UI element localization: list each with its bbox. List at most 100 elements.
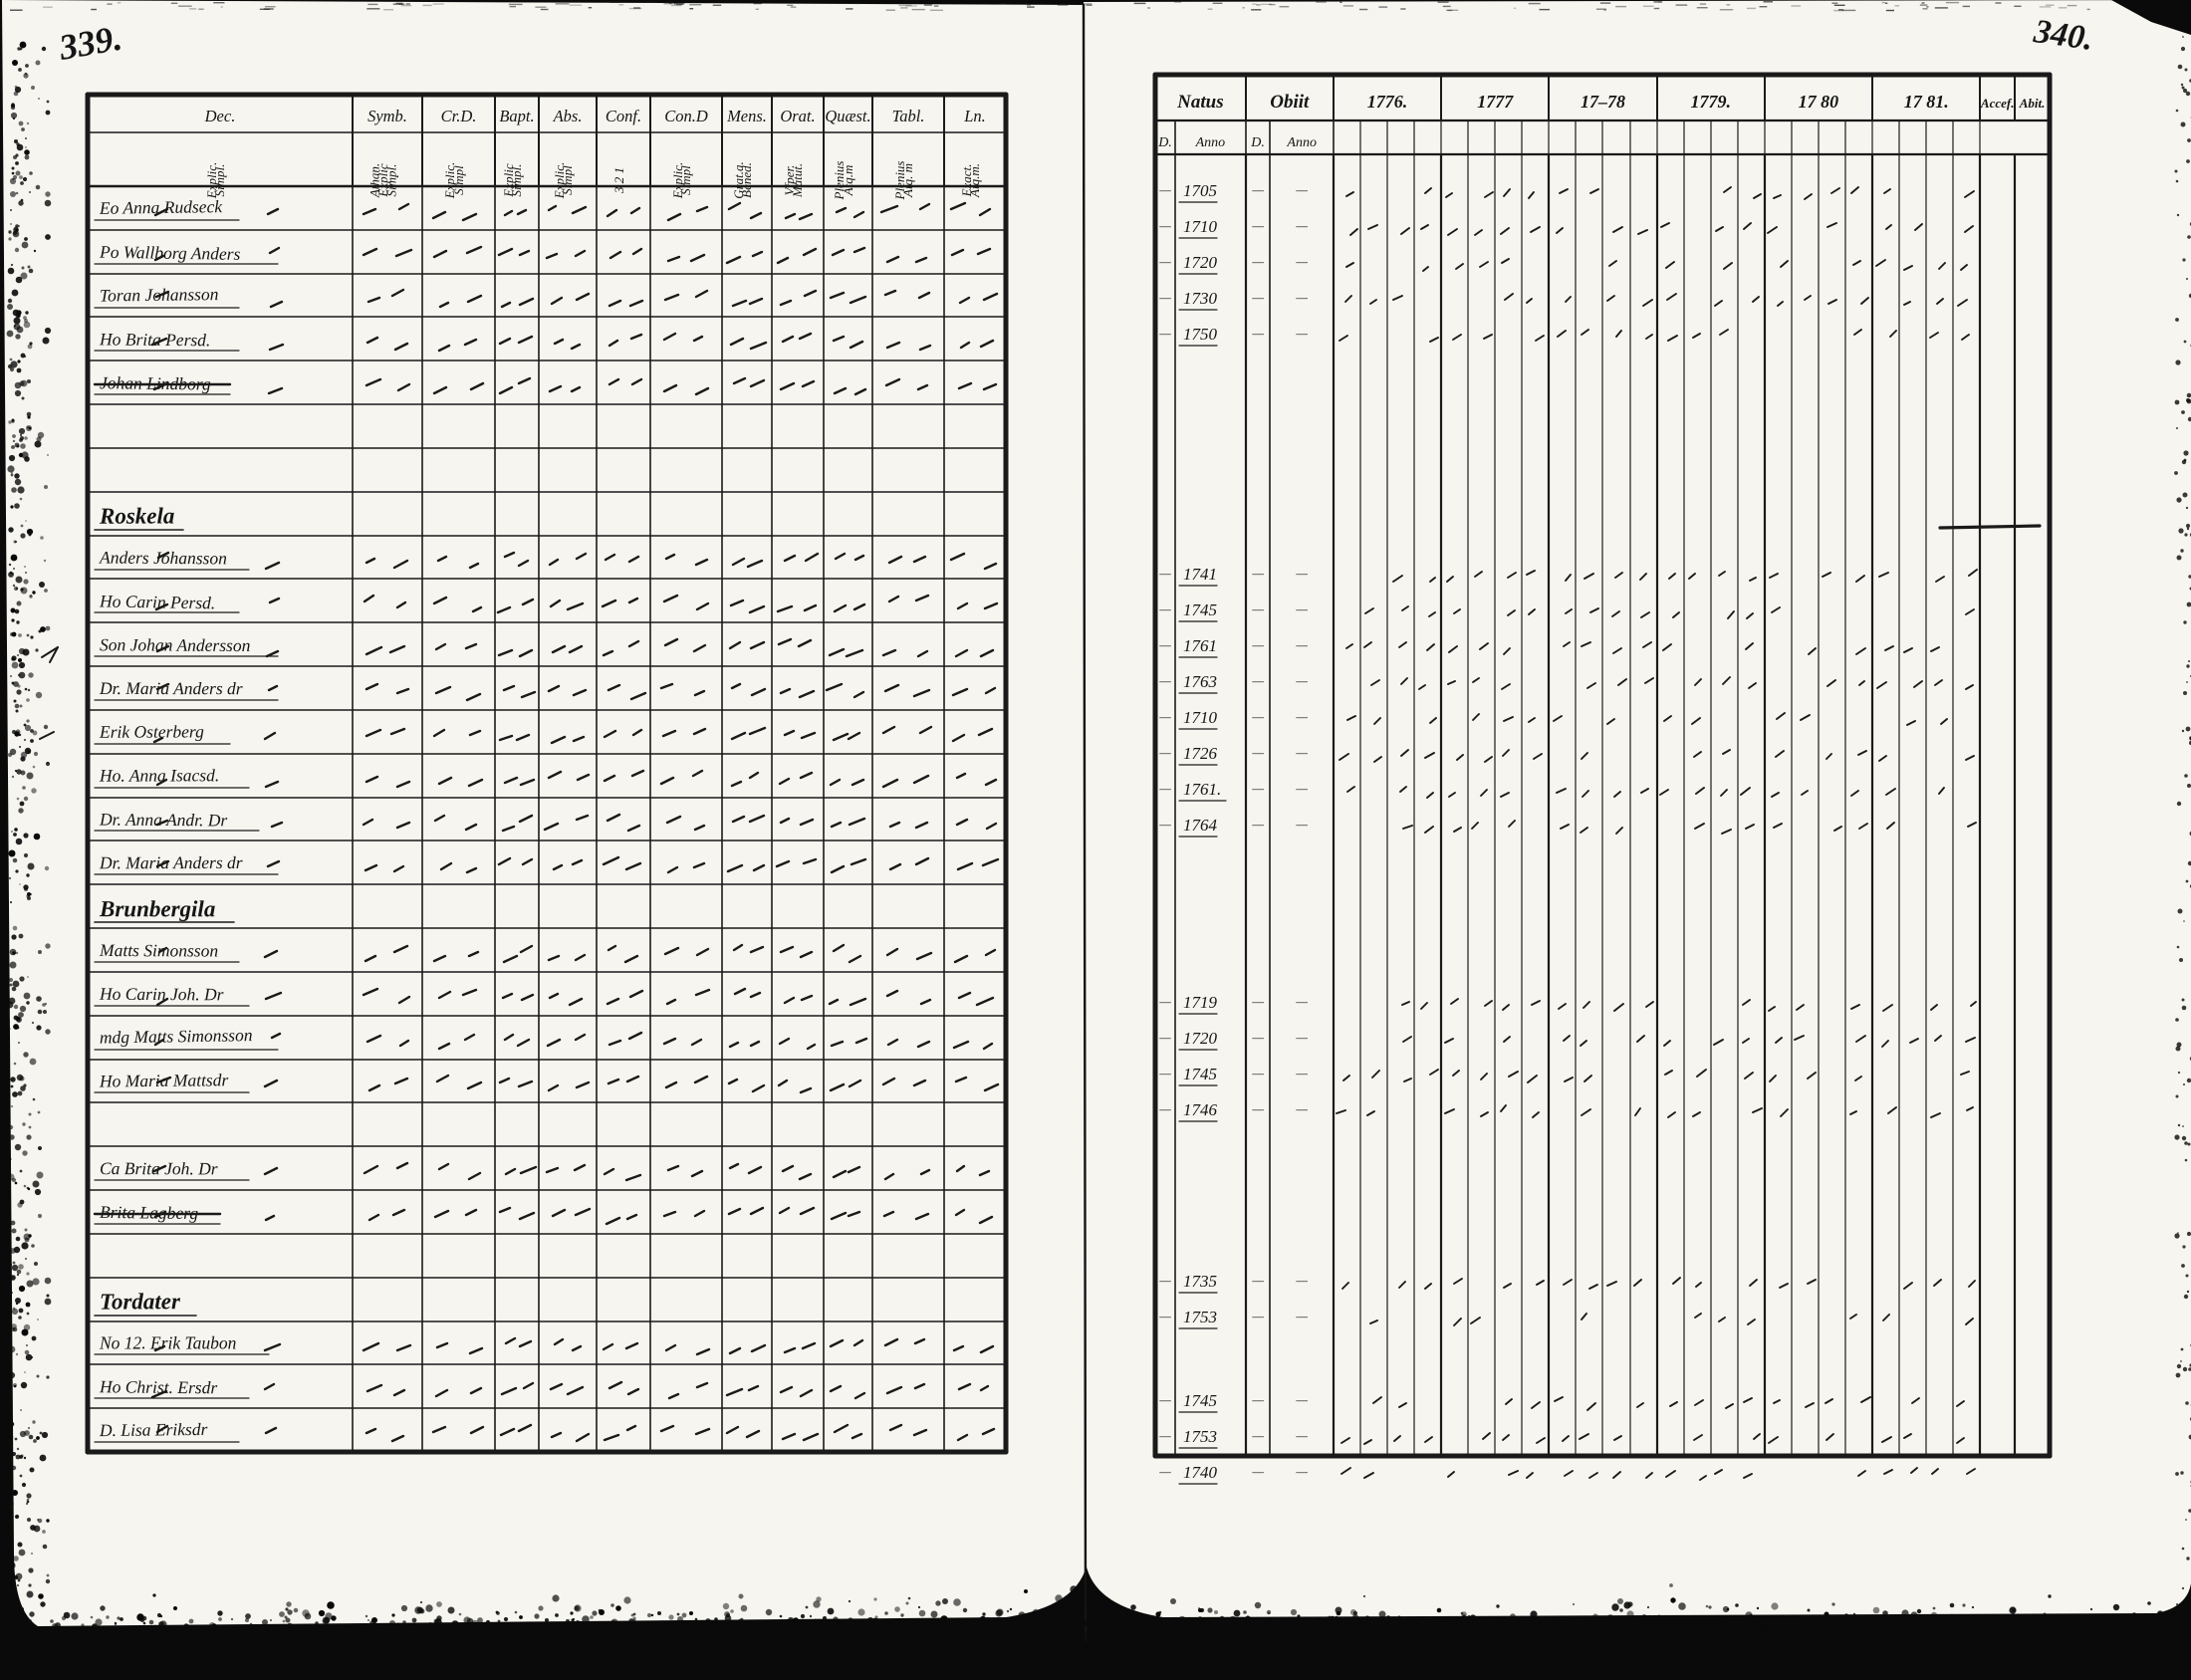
- svg-text:—: —: [1158, 1309, 1171, 1323]
- svg-text:1745: 1745: [1183, 600, 1217, 619]
- svg-text:—: —: [1251, 601, 1264, 616]
- svg-text:—: —: [1251, 566, 1264, 581]
- svg-text:—: —: [1251, 182, 1264, 197]
- svg-text:—: —: [1158, 1066, 1171, 1080]
- svg-text:—: —: [1251, 673, 1264, 688]
- svg-text:1741: 1741: [1183, 565, 1217, 584]
- svg-text:1730: 1730: [1183, 289, 1218, 308]
- svg-text:—: —: [1158, 1392, 1171, 1407]
- svg-text:1735: 1735: [1183, 1272, 1217, 1291]
- svg-text:17–78: 17–78: [1581, 92, 1625, 112]
- svg-text:—: —: [1158, 817, 1171, 832]
- svg-text:Dec.: Dec.: [204, 107, 236, 125]
- svg-text:—: —: [1295, 709, 1308, 724]
- svg-text:—: —: [1158, 745, 1171, 760]
- svg-text:17 80: 17 80: [1799, 92, 1839, 112]
- svg-text:Eo Anna Rudseck: Eo Anna Rudseck: [99, 196, 224, 218]
- svg-text:Cr.D.: Cr.D.: [441, 107, 477, 125]
- svg-text:1719: 1719: [1183, 993, 1218, 1012]
- svg-text:Po Wallborg Anders: Po Wallborg Anders: [99, 242, 241, 264]
- svg-text:Conf.: Conf.: [606, 107, 641, 125]
- svg-text:—: —: [1295, 1428, 1308, 1443]
- svg-text:Orat.: Orat.: [780, 107, 815, 125]
- svg-text:Dr. Anna Andr. Dr: Dr. Anna Andr. Dr: [99, 809, 228, 830]
- svg-text:1740: 1740: [1183, 1463, 1218, 1482]
- svg-text:Tordater: Tordater: [100, 1289, 181, 1314]
- svg-text:—: —: [1251, 290, 1264, 305]
- svg-text:Son Johan Andersson: Son Johan Andersson: [100, 634, 251, 655]
- svg-text:mdg Matts Simonsson: mdg Matts Simonsson: [100, 1025, 253, 1047]
- svg-text:—: —: [1295, 566, 1308, 581]
- svg-text:Mens.: Mens.: [726, 107, 767, 125]
- svg-text:—: —: [1251, 817, 1264, 832]
- svg-text:—: —: [1295, 673, 1308, 688]
- svg-text:1753: 1753: [1183, 1427, 1217, 1446]
- svg-text:Atq.m: Atq.m: [841, 165, 855, 197]
- svg-text:—: —: [1158, 326, 1171, 341]
- svg-text:Bened.: Bened.: [739, 162, 754, 198]
- svg-text:Accef.: Accef.: [1980, 96, 2015, 111]
- svg-text:—: —: [1295, 254, 1308, 269]
- svg-text:1761.: 1761.: [1183, 780, 1221, 799]
- svg-text:—: —: [1295, 745, 1308, 760]
- svg-text:Ln.: Ln.: [963, 107, 986, 125]
- svg-text:—: —: [1158, 1030, 1171, 1045]
- svg-text:1745: 1745: [1183, 1391, 1217, 1410]
- svg-text:1720: 1720: [1183, 253, 1218, 272]
- svg-text:1764: 1764: [1183, 816, 1218, 835]
- svg-text:—: —: [1251, 326, 1264, 341]
- svg-text:—: —: [1158, 994, 1171, 1009]
- svg-text:—: —: [1158, 566, 1171, 581]
- svg-text:—: —: [1251, 1464, 1264, 1479]
- svg-text:—: —: [1295, 182, 1308, 197]
- svg-text:—: —: [1251, 1309, 1264, 1323]
- svg-text:—: —: [1251, 709, 1264, 724]
- svg-text:1761: 1761: [1183, 636, 1217, 655]
- svg-text:D. Lisa Eriksdr: D. Lisa Eriksdr: [99, 1419, 208, 1440]
- svg-text:Simpl.: Simpl.: [212, 164, 227, 197]
- svg-text:1745: 1745: [1183, 1065, 1217, 1083]
- svg-text:Obiit: Obiit: [1270, 92, 1310, 113]
- svg-text:Simpl: Simpl: [678, 165, 693, 195]
- svg-text:—: —: [1251, 1101, 1264, 1116]
- svg-text:Con.D: Con.D: [664, 107, 708, 125]
- svg-text:—: —: [1295, 994, 1308, 1009]
- svg-text:Simpl.: Simpl.: [384, 164, 399, 197]
- svg-text:—: —: [1158, 673, 1171, 688]
- svg-text:Anno: Anno: [1286, 135, 1317, 150]
- svg-text:Anders Johansson: Anders Johansson: [99, 547, 227, 568]
- svg-text:—: —: [1295, 1273, 1308, 1288]
- svg-text:—: —: [1158, 1273, 1171, 1288]
- svg-text:D.: D.: [1157, 135, 1172, 150]
- svg-text:—: —: [1251, 1030, 1264, 1045]
- svg-text:Tabl.: Tabl.: [892, 107, 925, 125]
- svg-text:—: —: [1251, 1066, 1264, 1080]
- svg-text:Ho Brita Persd.: Ho Brita Persd.: [99, 329, 210, 350]
- svg-text:—: —: [1295, 781, 1308, 796]
- svg-text:1753: 1753: [1183, 1308, 1217, 1326]
- svg-text:—: —: [1295, 326, 1308, 341]
- svg-text:3 2 1: 3 2 1: [611, 167, 626, 194]
- svg-text:—: —: [1251, 254, 1264, 269]
- svg-text:1776.: 1776.: [1367, 92, 1408, 112]
- svg-text:Dr. Maria Anders dr: Dr. Maria Anders dr: [99, 852, 243, 872]
- svg-text:—: —: [1158, 254, 1171, 269]
- svg-text:—: —: [1158, 637, 1171, 652]
- svg-text:—: —: [1158, 1428, 1171, 1443]
- svg-text:—: —: [1158, 218, 1171, 233]
- svg-text:—: —: [1295, 601, 1308, 616]
- svg-text:Abs.: Abs.: [553, 107, 583, 125]
- svg-text:1750: 1750: [1183, 325, 1218, 344]
- svg-text:Ho. Anna Isacsd.: Ho. Anna Isacsd.: [99, 765, 219, 785]
- svg-text:Bapt.: Bapt.: [499, 107, 534, 125]
- svg-text:—: —: [1251, 1392, 1264, 1407]
- svg-text:Matts Simonsson: Matts Simonsson: [99, 940, 218, 961]
- svg-text:—: —: [1295, 1392, 1308, 1407]
- svg-text:—: —: [1158, 182, 1171, 197]
- svg-text:Brita Lagberg: Brita Lagberg: [100, 1202, 198, 1223]
- svg-text:Symb.: Symb.: [367, 107, 407, 125]
- svg-text:—: —: [1158, 781, 1171, 796]
- svg-text:Brunbergila: Brunbergila: [99, 896, 215, 921]
- svg-text:—: —: [1295, 1030, 1308, 1045]
- svg-text:1720: 1720: [1183, 1029, 1218, 1048]
